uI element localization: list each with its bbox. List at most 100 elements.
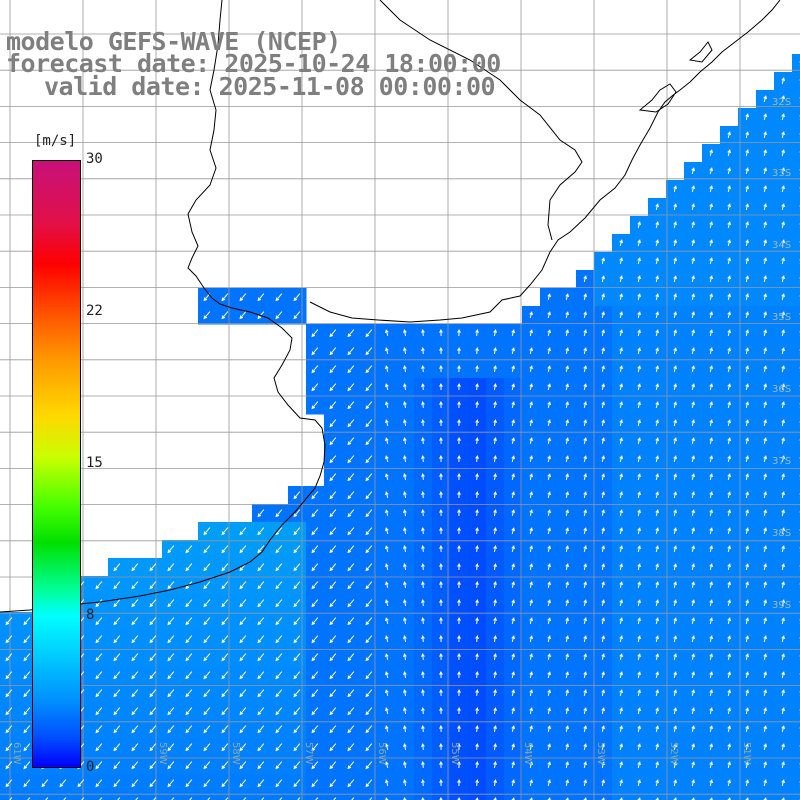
wind-arrow xyxy=(709,653,713,661)
wind-arrow xyxy=(565,671,569,679)
wind-arrow xyxy=(547,545,551,553)
wind-arrow xyxy=(293,527,301,536)
wind-arrow xyxy=(365,383,373,392)
wind-arrow xyxy=(329,491,337,500)
wind-arrow xyxy=(329,401,337,410)
wind-arrow xyxy=(275,671,283,680)
wind-arrow xyxy=(23,707,31,716)
wind-arrow xyxy=(131,563,139,572)
wind-arrow xyxy=(637,275,641,283)
wind-arrow xyxy=(601,527,605,535)
wind-arrow xyxy=(457,328,461,337)
field-cell xyxy=(792,144,800,163)
wind-arrow xyxy=(421,454,425,463)
wind-arrow xyxy=(727,779,731,787)
wind-arrow xyxy=(439,562,443,571)
wind-arrow xyxy=(439,508,443,517)
field-cell xyxy=(126,792,145,800)
wind-arrow xyxy=(457,598,461,607)
wind-arrow xyxy=(365,419,373,428)
wind-arrow xyxy=(655,311,659,319)
wind-arrow xyxy=(203,653,211,662)
wind-arrow xyxy=(475,454,479,463)
wind-arrow xyxy=(347,779,355,788)
wind-arrow xyxy=(439,598,443,607)
wind-arrow xyxy=(293,779,301,788)
wind-arrow xyxy=(709,149,713,157)
wind-arrow xyxy=(709,185,713,193)
wind-arrow xyxy=(529,527,533,535)
wind-arrow xyxy=(763,653,767,661)
wind-arrow xyxy=(655,365,659,373)
wind-arrow xyxy=(655,581,659,589)
wind-arrow xyxy=(727,581,731,589)
wind-arrow xyxy=(637,617,641,625)
wind-arrow xyxy=(403,383,407,391)
field-cell xyxy=(612,792,631,800)
wind-arrow xyxy=(347,725,355,734)
wind-arrow xyxy=(5,725,13,734)
wind-arrow xyxy=(691,311,695,319)
wind-arrow xyxy=(185,779,193,788)
field-cell xyxy=(36,792,55,800)
wind-arrow xyxy=(709,527,713,535)
wind-arrow xyxy=(565,635,569,643)
wind-arrow xyxy=(347,689,355,698)
wind-arrow xyxy=(365,779,373,788)
wind-arrow xyxy=(655,437,659,445)
wind-arrow xyxy=(583,509,587,517)
wind-arrow xyxy=(583,653,587,661)
wind-arrow xyxy=(637,293,641,301)
wind-arrow xyxy=(619,491,623,499)
wind-arrow xyxy=(583,419,587,427)
field-cell xyxy=(792,234,800,253)
wind-arrow xyxy=(511,401,515,409)
wind-arrow xyxy=(493,707,497,715)
lon-label: 56W xyxy=(376,742,387,765)
wind-arrow xyxy=(329,671,337,680)
wind-arrow xyxy=(365,491,373,500)
wind-arrow xyxy=(619,689,623,697)
wind-arrow xyxy=(385,329,389,337)
wind-arrow xyxy=(619,473,623,481)
wind-arrow xyxy=(529,743,533,751)
wind-arrow xyxy=(727,473,731,481)
wind-arrow xyxy=(655,455,659,463)
wind-arrow xyxy=(257,653,265,662)
wind-arrow xyxy=(329,653,337,662)
field-cell xyxy=(792,216,800,235)
wind-arrow xyxy=(329,455,337,464)
wind-arrow xyxy=(385,545,389,553)
wind-arrow xyxy=(329,617,337,626)
wind-arrow xyxy=(311,617,319,626)
lat-label: 37S xyxy=(772,456,792,467)
wind-arrow xyxy=(403,347,407,355)
wind-arrow xyxy=(565,419,569,427)
wind-arrow xyxy=(439,724,443,733)
wind-arrow xyxy=(403,545,407,553)
coastline-uruguay-brazil xyxy=(309,0,781,323)
wind-arrow xyxy=(781,401,785,409)
wind-arrow xyxy=(619,707,623,715)
field-cell xyxy=(792,792,800,800)
wind-arrow xyxy=(655,419,659,427)
wind-arrow xyxy=(439,472,443,481)
wind-arrow xyxy=(745,761,749,769)
field-cell xyxy=(792,630,800,649)
wind-arrow xyxy=(347,365,355,374)
wind-arrow xyxy=(583,599,587,607)
wind-arrow xyxy=(203,761,211,770)
wind-arrow xyxy=(457,778,461,787)
wind-arrow xyxy=(529,761,533,769)
wind-arrow xyxy=(619,437,623,445)
wind-arrow xyxy=(95,743,103,752)
wind-arrow xyxy=(329,779,337,788)
wind-arrow xyxy=(763,257,767,265)
wind-arrow xyxy=(239,725,247,734)
wind-arrow xyxy=(547,689,551,697)
wind-arrow xyxy=(329,545,337,554)
wind-arrow xyxy=(709,581,713,589)
wind-arrow xyxy=(655,779,659,787)
wind-arrow xyxy=(601,707,605,715)
wind-arrow xyxy=(547,455,551,463)
